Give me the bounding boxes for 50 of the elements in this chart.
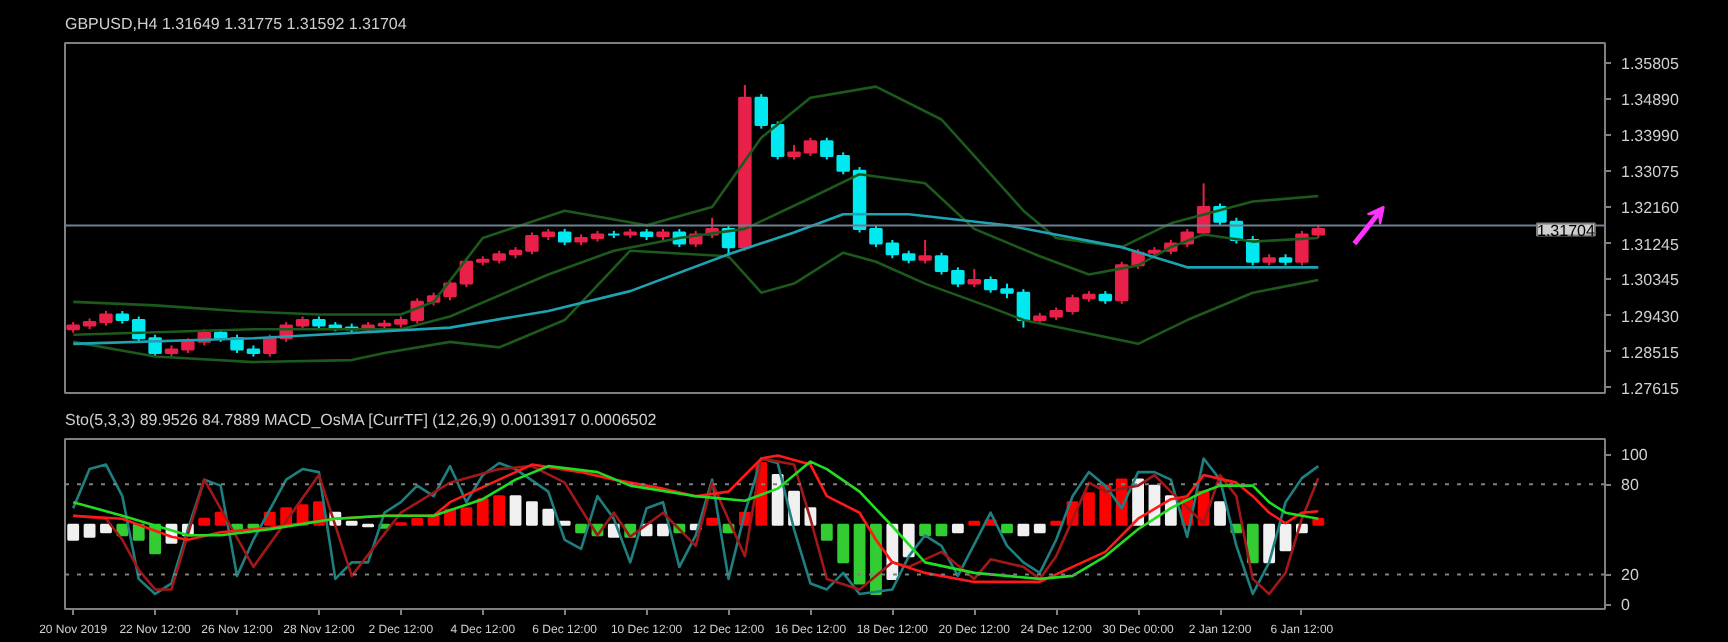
y-tick-label: 1.35805 xyxy=(1621,55,1680,74)
y-tick-label: 1.30345 xyxy=(1621,271,1680,290)
bar xyxy=(83,523,96,538)
y-tick-label: 1.33990 xyxy=(1621,126,1680,145)
bar xyxy=(509,495,522,526)
y-tick-label: 20 xyxy=(1621,566,1640,585)
candlestick xyxy=(967,267,981,289)
bar xyxy=(1083,492,1095,526)
bar xyxy=(67,523,80,541)
line-series xyxy=(71,85,1320,316)
y-tick-label: 1.32160 xyxy=(1621,199,1680,218)
line-series xyxy=(71,212,1320,346)
bar xyxy=(526,501,538,526)
chart-title: Sto(5,3,3) 89.9526 84.7889 MACD_OsMA [CurrTF] (12,26,9) 0.0013917 0.0006502 xyxy=(65,411,658,429)
y-tick-label: 1.28515 xyxy=(1621,343,1680,362)
bar xyxy=(1312,517,1325,526)
bar xyxy=(1246,523,1259,564)
bar xyxy=(1279,523,1292,552)
y-tick-label: 1.31245 xyxy=(1621,235,1680,254)
bar xyxy=(853,523,866,585)
bar xyxy=(411,517,424,526)
bar xyxy=(198,517,211,526)
y-tick-label: 0 xyxy=(1621,596,1631,615)
bar xyxy=(460,507,473,526)
bar xyxy=(1214,501,1226,526)
candlestick xyxy=(918,239,932,265)
bar xyxy=(1001,523,1013,534)
bar xyxy=(706,517,719,526)
y-tick-label: 1.29430 xyxy=(1621,307,1680,326)
bar xyxy=(476,498,489,526)
chart-title: GBPUSD,H4 1.31649 1.31775 1.31592 1.31704 xyxy=(65,15,408,33)
bar xyxy=(575,523,587,534)
y-tick-label: 100 xyxy=(1621,446,1649,465)
bar xyxy=(1017,523,1030,537)
bar xyxy=(100,523,112,534)
bar xyxy=(951,523,964,534)
ref-line-label: 1.31704 xyxy=(1537,221,1596,240)
bar xyxy=(493,495,506,526)
bar xyxy=(919,523,932,537)
bar xyxy=(427,514,440,526)
bar xyxy=(1033,523,1046,534)
y-tick-label: 80 xyxy=(1621,476,1640,495)
bar xyxy=(837,523,850,564)
y-tick-label: 1.27615 xyxy=(1621,379,1680,398)
bar xyxy=(542,508,555,526)
y-tick-label: 1.33075 xyxy=(1621,163,1680,182)
bar xyxy=(820,523,833,541)
bar xyxy=(657,523,669,537)
y-tick-label: 1.34890 xyxy=(1621,91,1680,110)
bar xyxy=(935,523,948,537)
